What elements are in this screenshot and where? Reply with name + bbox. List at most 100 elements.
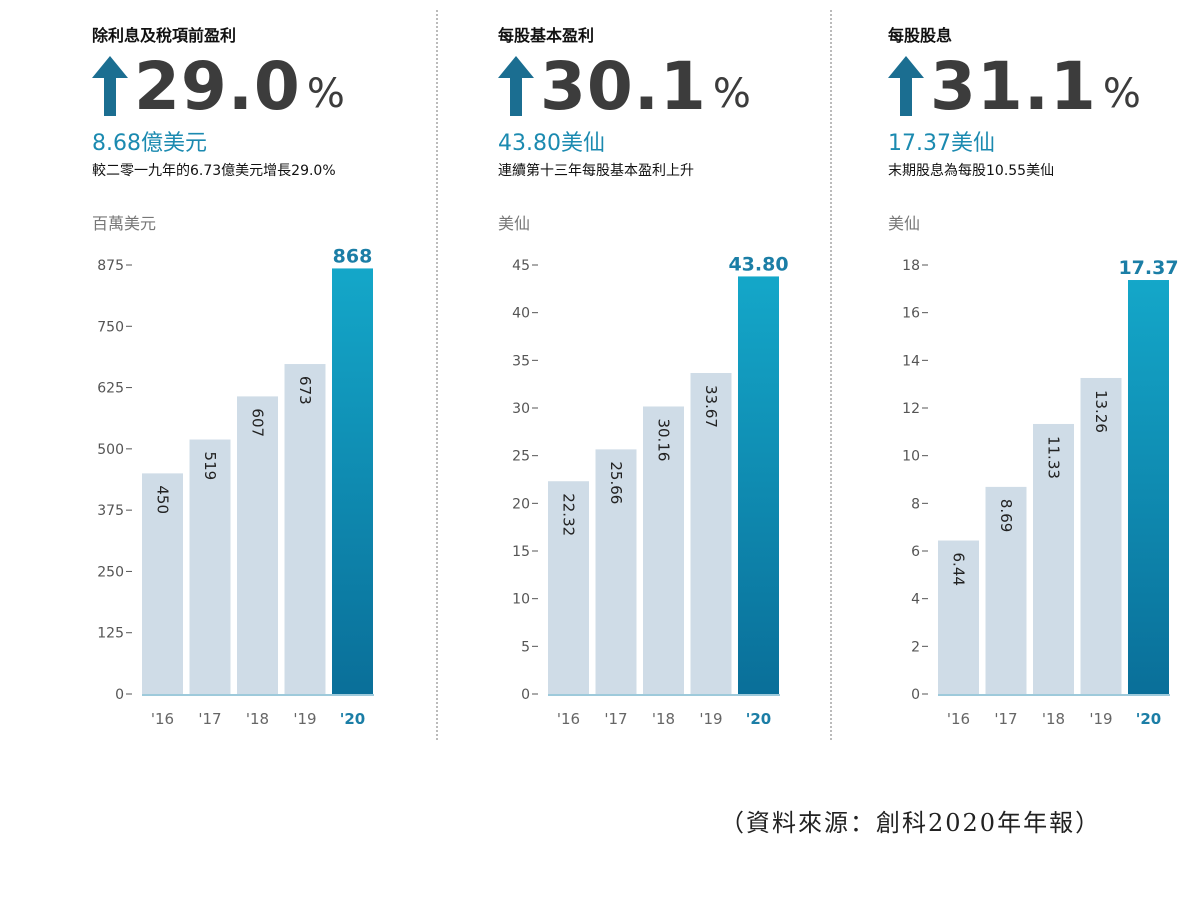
panel-dividend: 每股股息 31.1 % 17.37美仙 末期股息為每股10.55美仙 美仙 0 2… (888, 0, 1200, 760)
bar-value-label: 43.80 (728, 253, 788, 275)
y-tick-label: 750 (97, 319, 124, 335)
bar (643, 406, 684, 694)
bar (142, 473, 183, 694)
y-tick-label: 45 (512, 258, 530, 274)
x-tick-label: '16 (151, 710, 174, 728)
bar-chart-ebit: 0 125 250 375 500 625 750 875 450 '16 519 '17 607 '18… (97, 245, 374, 728)
x-tick-label: '16 (947, 710, 970, 728)
x-tick-label: '19 (293, 710, 316, 728)
y-tick-label: 625 (97, 381, 124, 397)
x-tick-label: '20 (340, 710, 365, 728)
percent-sign: % (306, 71, 345, 117)
y-tick-label: 4 (911, 592, 920, 608)
y-tick-label: 0 (521, 687, 530, 703)
y-tick-label: 8 (911, 496, 920, 512)
panel-title: 每股基本盈利 (498, 26, 595, 45)
up-arrow-icon (888, 56, 924, 116)
growth-headline: 31.1 % (888, 50, 1141, 120)
panel-title: 每股股息 (888, 26, 953, 45)
sub-value: 17.37美仙 (888, 131, 995, 156)
bar-value-label: 17.37 (1118, 257, 1178, 279)
y-tick-label: 15 (512, 544, 530, 560)
bar (332, 268, 373, 694)
bar (237, 396, 278, 694)
bar (1033, 423, 1074, 694)
x-tick-label: '18 (246, 710, 269, 728)
growth-value: 31.1 (930, 48, 1097, 125)
y-tick-label: 16 (902, 306, 920, 322)
y-tick-label: 125 (97, 626, 124, 642)
y-tick-label: 12 (902, 401, 920, 417)
bar-value-label: 13.26 (1092, 390, 1110, 433)
percent-sign: % (1102, 71, 1141, 117)
source-note: （資料來源：創科2020年年報） (720, 809, 1102, 837)
y-tick-label: 18 (902, 258, 920, 274)
y-axis-unit: 百萬美元 (92, 214, 157, 233)
y-tick-label: 2 (911, 639, 920, 655)
x-tick-label: '17 (604, 710, 627, 728)
bar (938, 540, 979, 694)
bar-value-label: 6.44 (950, 553, 968, 586)
y-tick-label: 40 (512, 306, 530, 322)
bar-value-label: 22.32 (560, 493, 578, 536)
bar (189, 439, 231, 694)
x-tick-label: '20 (1136, 710, 1161, 728)
bar-chart-dividend: 0 2 4 6 8 10 12 14 16 18 6.44 '16 8.69 '17 11.33 '18 13.… (902, 257, 1178, 728)
y-tick-label: 10 (512, 592, 530, 608)
divider (436, 10, 438, 740)
sub-value: 8.68億美元 (92, 131, 207, 156)
x-tick-label: '18 (1042, 710, 1065, 728)
bar (1080, 377, 1122, 694)
bar (690, 373, 732, 694)
y-tick-label: 500 (97, 442, 124, 458)
bar (548, 481, 589, 694)
y-tick-label: 30 (512, 401, 530, 417)
x-tick-label: '17 (198, 710, 221, 728)
bar-value-label: 8.69 (997, 499, 1015, 532)
bar-value-label: 25.66 (607, 461, 625, 504)
y-tick-label: 20 (512, 496, 530, 512)
panel-note: 連續第十三年每股基本盈利上升 (498, 163, 694, 179)
y-tick-label: 6 (911, 544, 920, 560)
y-tick-label: 250 (97, 564, 124, 580)
x-tick-label: '20 (746, 710, 771, 728)
growth-value: 29.0 (134, 48, 301, 125)
y-axis-unit: 美仙 (888, 214, 921, 233)
bar-chart-eps: 0 5 10 15 20 25 30 35 40 45 22.32 '16 25.66 '17 30.16 '… (512, 253, 788, 728)
bar-value-label: 11.33 (1045, 436, 1063, 479)
bar-value-label: 519 (201, 452, 219, 481)
x-tick-label: '19 (1089, 710, 1112, 728)
divider (830, 10, 832, 740)
up-arrow-icon (92, 56, 128, 116)
x-tick-label: '19 (699, 710, 722, 728)
y-tick-label: 14 (902, 353, 920, 369)
bar (738, 276, 779, 694)
bar-value-label: 868 (333, 245, 373, 267)
y-tick-label: 0 (911, 687, 920, 703)
bar-value-label: 30.16 (655, 418, 673, 461)
bar-value-label: 450 (154, 485, 172, 514)
y-tick-label: 10 (902, 449, 920, 465)
y-tick-label: 375 (97, 503, 124, 519)
x-tick-label: '17 (994, 710, 1017, 728)
bar (985, 486, 1027, 694)
growth-headline: 30.1 % (498, 50, 751, 120)
panel-ebit: 除利息及稅項前盈利 29.0 % 8.68億美元 較二零一九年的6.73億美元增… (92, 0, 472, 760)
bar (595, 449, 637, 694)
growth-value: 30.1 (540, 48, 707, 125)
panel-eps: 每股基本盈利 30.1 % 43.80美仙 連續第十三年每股基本盈利上升 美仙 … (498, 0, 878, 760)
y-tick-label: 875 (97, 258, 124, 274)
bar-value-label: 607 (249, 408, 267, 437)
panel-note: 末期股息為每股10.55美仙 (888, 163, 1055, 179)
sub-value: 43.80美仙 (498, 131, 605, 156)
x-tick-label: '16 (557, 710, 580, 728)
panel-note: 較二零一九年的6.73億美元增長29.0% (92, 163, 336, 179)
panel-title: 除利息及稅項前盈利 (92, 26, 237, 45)
growth-headline: 29.0 % (92, 50, 345, 120)
y-tick-label: 25 (512, 449, 530, 465)
y-tick-label: 5 (521, 639, 530, 655)
y-tick-label: 0 (115, 687, 124, 703)
percent-sign: % (712, 71, 751, 117)
bar-value-label: 33.67 (702, 385, 720, 428)
y-axis-unit: 美仙 (498, 214, 531, 233)
